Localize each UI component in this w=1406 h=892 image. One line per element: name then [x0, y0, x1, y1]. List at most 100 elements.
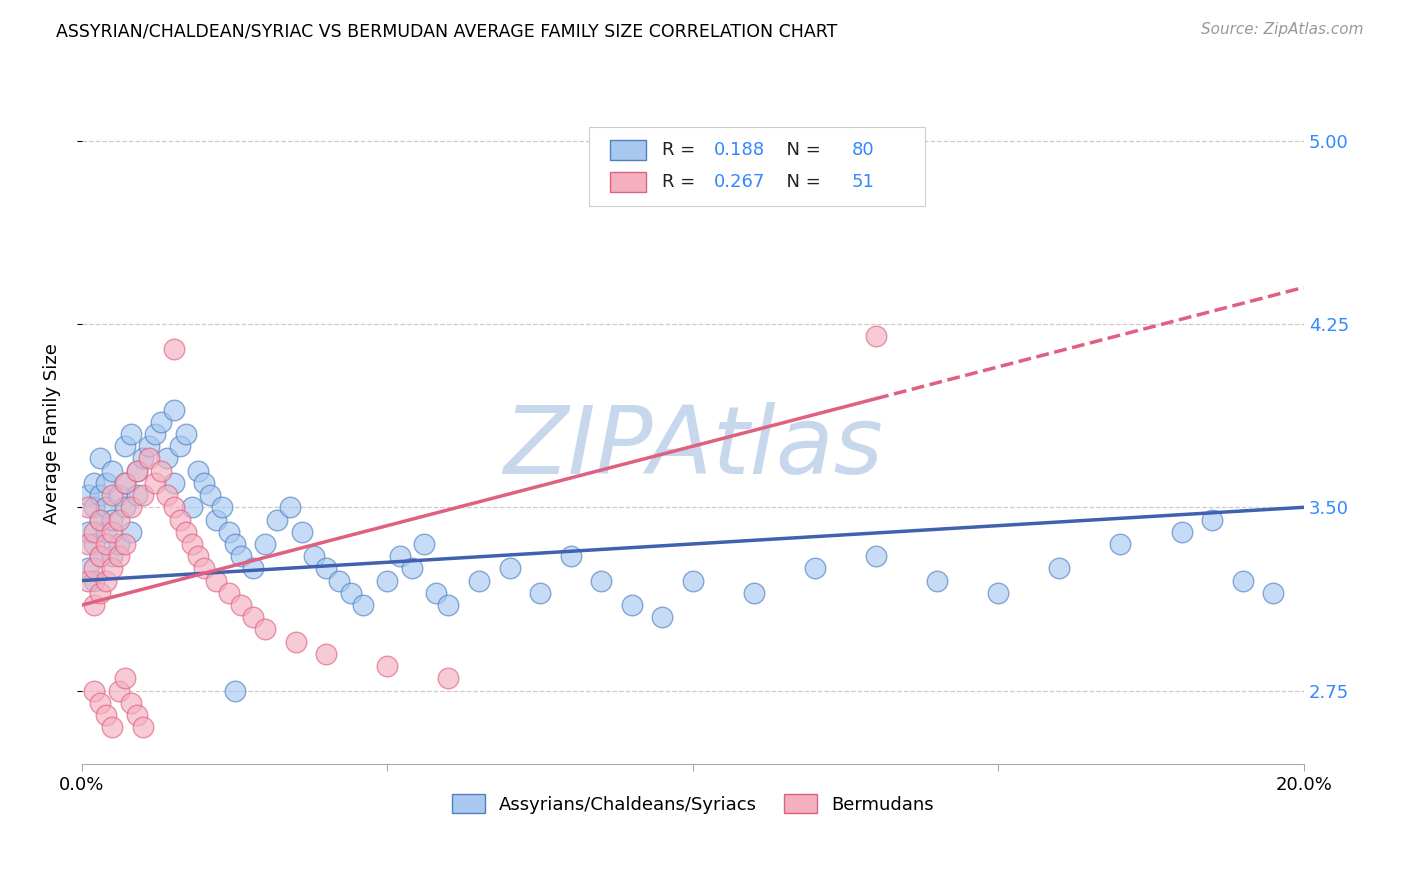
Point [388, 549, 411, 564]
Point [120, 524, 142, 539]
Point [174, 427, 197, 442]
Point [224, 537, 246, 551]
Text: 80: 80 [852, 141, 875, 160]
Point [89, 549, 111, 564]
Point [132, 488, 155, 502]
Point [143, 475, 166, 490]
Point [101, 488, 124, 502]
Point [83, 475, 105, 490]
Point [302, 549, 325, 564]
Point [291, 524, 314, 539]
Point [89, 451, 111, 466]
Point [89, 488, 111, 502]
Point [413, 537, 436, 551]
Point [377, 574, 399, 588]
Point [89, 586, 111, 600]
Text: ZIPAtlas: ZIPAtlas [503, 401, 883, 492]
Point [529, 586, 551, 600]
Point [865, 549, 887, 564]
Point [83, 524, 105, 539]
Point [560, 549, 582, 564]
Point [1201, 512, 1223, 526]
Point [315, 647, 337, 661]
Point [89, 512, 111, 526]
Point [169, 439, 191, 453]
Point [987, 586, 1010, 600]
Point [132, 720, 155, 734]
Text: N =: N = [775, 141, 827, 160]
Point [187, 549, 209, 564]
Point [284, 634, 307, 648]
Point [101, 720, 124, 734]
Point [468, 574, 491, 588]
Point [120, 696, 142, 710]
Point [352, 598, 374, 612]
Point [101, 549, 124, 564]
Point [278, 500, 301, 515]
Text: 0.188: 0.188 [714, 141, 765, 160]
Point [162, 475, 184, 490]
Point [205, 512, 228, 526]
Text: N =: N = [775, 173, 827, 191]
Bar [610, 140, 647, 161]
Point [138, 439, 160, 453]
Point [865, 329, 887, 343]
Point [162, 402, 184, 417]
Point [101, 524, 124, 539]
Point [156, 488, 179, 502]
Point [89, 512, 111, 526]
Point [96, 524, 118, 539]
Point [682, 574, 704, 588]
Text: R =: R = [662, 141, 702, 160]
Point [150, 415, 173, 429]
Point [101, 512, 124, 526]
Point [83, 683, 105, 698]
FancyBboxPatch shape [589, 128, 925, 206]
Point [651, 610, 673, 624]
Point [114, 671, 136, 685]
Point [132, 451, 155, 466]
Point [83, 537, 105, 551]
Point [143, 427, 166, 442]
Point [224, 683, 246, 698]
Point [242, 610, 264, 624]
Text: 0.267: 0.267 [714, 173, 765, 191]
Point [591, 574, 613, 588]
Point [193, 475, 215, 490]
Point [437, 598, 460, 612]
Point [437, 671, 460, 685]
Bar [610, 172, 647, 192]
Point [266, 512, 288, 526]
Point [77, 561, 100, 575]
Point [77, 500, 100, 515]
Point [218, 586, 240, 600]
Point [96, 537, 118, 551]
Point [200, 488, 222, 502]
Point [804, 561, 827, 575]
Point [169, 512, 191, 526]
Point [174, 524, 197, 539]
Point [96, 708, 118, 723]
Point [1263, 586, 1285, 600]
Point [1047, 561, 1070, 575]
Point [229, 549, 252, 564]
Point [120, 500, 142, 515]
Point [315, 561, 337, 575]
Point [328, 574, 350, 588]
Legend: Assyrians/Chaldeans/Syriacs, Bermudans: Assyrians/Chaldeans/Syriacs, Bermudans [444, 787, 941, 821]
Text: ASSYRIAN/CHALDEAN/SYRIAC VS BERMUDAN AVERAGE FAMILY SIZE CORRELATION CHART: ASSYRIAN/CHALDEAN/SYRIAC VS BERMUDAN AVE… [56, 22, 838, 40]
Point [114, 439, 136, 453]
Point [107, 512, 129, 526]
Point [107, 549, 129, 564]
Point [377, 659, 399, 673]
Point [77, 524, 100, 539]
Point [205, 574, 228, 588]
Point [254, 623, 277, 637]
Point [125, 488, 148, 502]
Point [162, 500, 184, 515]
Point [193, 561, 215, 575]
Point [101, 464, 124, 478]
Point [339, 586, 361, 600]
Point [125, 464, 148, 478]
Point [162, 342, 184, 356]
